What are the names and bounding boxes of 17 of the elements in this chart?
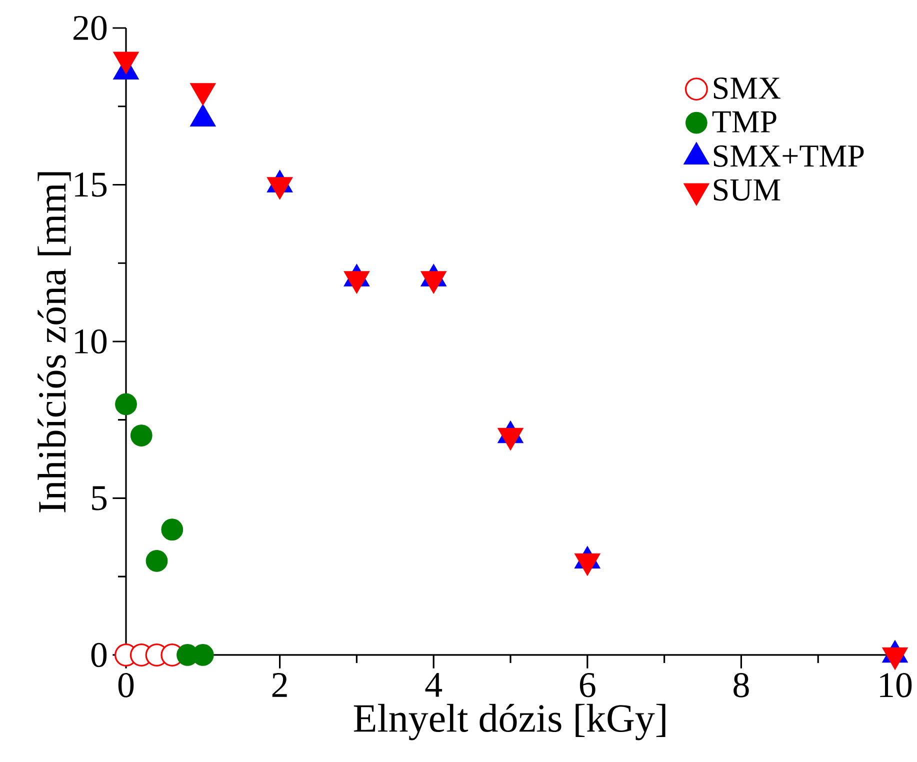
x-tick-label: 2 bbox=[272, 673, 287, 697]
legend-label: SMX+TMP bbox=[714, 145, 864, 167]
x-tick-label: 4 bbox=[425, 673, 442, 697]
y-tick-label: 0 bbox=[91, 642, 107, 668]
legend-label: TMP bbox=[712, 111, 776, 132]
y-tick-label: 10 bbox=[75, 329, 107, 354]
y-tick-label: 15 bbox=[75, 172, 107, 197]
x-axis-title: Elnyelt dózis [kGy] bbox=[354, 704, 666, 740]
x-tick-label: 6 bbox=[580, 673, 596, 698]
x-tick-label: 10 bbox=[880, 673, 912, 698]
y-axis-title: Inhibíciós zóna [mm] bbox=[38, 172, 71, 512]
legend-label: SMX bbox=[714, 77, 781, 99]
x-tick-label: 8 bbox=[734, 673, 749, 698]
x-tick-label: 0 bbox=[118, 673, 134, 698]
legend-label: SUM bbox=[714, 179, 780, 201]
y-tick-label: 20 bbox=[74, 16, 107, 40]
y-tick-label: 5 bbox=[92, 486, 107, 510]
